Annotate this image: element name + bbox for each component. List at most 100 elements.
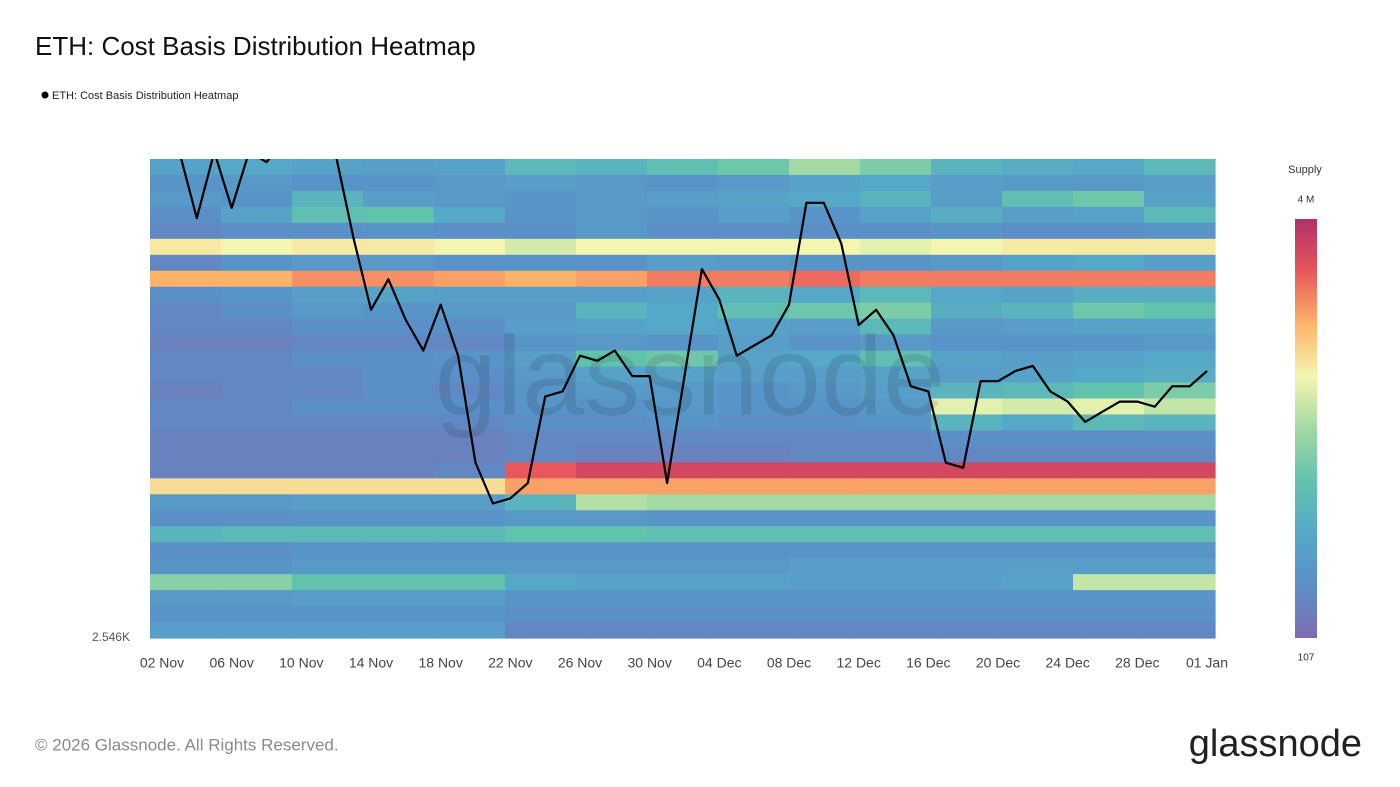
heatmap-cell (718, 574, 790, 591)
heatmap-cell (1073, 622, 1145, 639)
heatmap-cell (1073, 494, 1145, 511)
heatmap-cell (505, 318, 577, 336)
heatmap-cell (931, 334, 1003, 352)
heatmap-cell (1073, 350, 1145, 368)
heatmap-cell (221, 526, 293, 543)
heatmap-cell (576, 334, 648, 352)
price-line (180, 159, 1208, 505)
heatmap-cell (576, 318, 648, 336)
heatmap-cell (789, 254, 861, 272)
heatmap-cell (647, 302, 719, 320)
heatmap-cell (1144, 206, 1216, 224)
heatmap-cell (860, 558, 932, 575)
heatmap-cell (363, 382, 435, 400)
heatmap-cell (150, 494, 222, 511)
heatmap-cell (221, 270, 293, 288)
colorbar-tick-label: 107 (1298, 653, 1315, 664)
heatmap-cell (931, 318, 1003, 336)
heatmap-cell (1144, 494, 1216, 511)
heatmap-cell (221, 622, 293, 639)
heatmap-cell (576, 478, 648, 495)
heatmap-cell (1144, 159, 1216, 176)
x-tick-label: 02 Nov (140, 655, 184, 671)
heatmap-cell (931, 222, 1003, 240)
heatmap-cell (789, 462, 861, 479)
heatmap-cell (931, 478, 1003, 495)
heatmap-cell (718, 462, 790, 479)
heatmap-cell (718, 558, 790, 575)
heatmap-cell (505, 558, 577, 575)
heatmap-cell (150, 414, 222, 432)
heatmap-cell (363, 462, 435, 479)
heatmap-cell (150, 542, 222, 559)
heatmap-cell (434, 222, 506, 240)
heatmap-cell (505, 366, 577, 384)
heatmap-cell (505, 574, 577, 591)
heatmap-cell (434, 270, 506, 288)
heatmap-cell (931, 286, 1003, 304)
heatmap-cell (292, 318, 364, 336)
heatmap-cell (718, 334, 790, 352)
heatmap-cell (292, 382, 364, 400)
heatmap-cell (576, 414, 648, 432)
heatmap-cell (1073, 302, 1145, 320)
heatmap-cell (1144, 270, 1216, 288)
heatmap-cell (292, 510, 364, 527)
heatmap-cell (221, 478, 293, 495)
heatmap-cell (718, 526, 790, 543)
heatmap-cell (576, 462, 648, 479)
heatmap-cell (931, 526, 1003, 543)
heatmap-cell (434, 398, 506, 416)
heatmap-cell (221, 159, 293, 176)
heatmap-cell (221, 606, 293, 623)
heatmap-cell (150, 606, 222, 623)
heatmap-cell (1144, 558, 1216, 575)
heatmap-cell (150, 558, 222, 575)
heatmap-cell (434, 174, 506, 192)
heatmap-cell (1073, 190, 1145, 208)
heatmap-cell (434, 350, 506, 368)
heatmap-cell (505, 398, 577, 416)
heatmap-cell (1073, 574, 1145, 591)
x-tick-label: 26 Nov (558, 655, 602, 671)
heatmap-cell (150, 622, 222, 639)
heatmap-cell (647, 254, 719, 272)
heatmap-cell (1144, 254, 1216, 272)
heatmap-cell (434, 526, 506, 543)
heatmap-cell (1144, 286, 1216, 304)
heatmap-cell (576, 254, 648, 272)
heatmap-cell (221, 574, 293, 591)
heatmap-cell (221, 414, 293, 432)
heatmap-cell (363, 286, 435, 304)
heatmap-cell (576, 494, 648, 511)
heatmap-cell (221, 318, 293, 336)
x-tick-label: 12 Dec (836, 655, 880, 671)
heatmap-cell (931, 174, 1003, 192)
heatmap-cell (221, 590, 293, 607)
heatmap-cell (292, 574, 364, 591)
heatmap-cell (1144, 526, 1216, 543)
heatmap-cell (647, 238, 719, 256)
heatmap-cell (718, 414, 790, 432)
heatmap-cell (221, 446, 293, 463)
heatmap-cell (718, 478, 790, 495)
heatmap-cell (1144, 318, 1216, 336)
heatmap-cell (1073, 446, 1145, 463)
heatmap-cell (292, 462, 364, 479)
heatmap-cell (647, 478, 719, 495)
heatmap-cell (150, 430, 222, 447)
heatmap-cell (789, 446, 861, 463)
heatmap-cell (1073, 590, 1145, 607)
heatmap-cell (860, 254, 932, 272)
heatmap-cell (434, 190, 506, 208)
heatmap-cell (505, 526, 577, 543)
heatmap-cell (647, 334, 719, 352)
heatmap-cell (505, 254, 577, 272)
heatmap-cell (221, 494, 293, 511)
heatmap-cell (1073, 254, 1145, 272)
heatmap-cell (647, 222, 719, 240)
heatmap-cell (150, 350, 222, 368)
heatmap-cell (718, 302, 790, 320)
heatmap-cell (363, 414, 435, 432)
